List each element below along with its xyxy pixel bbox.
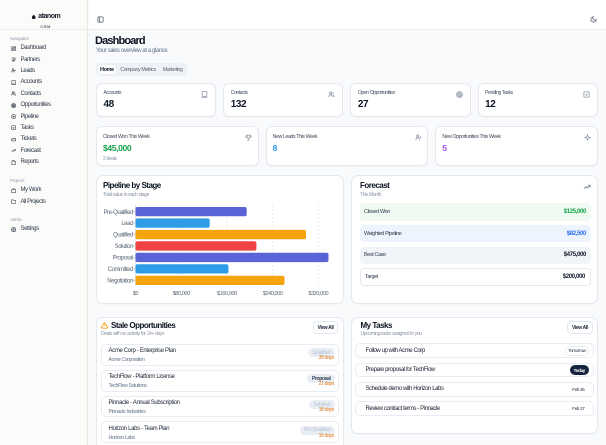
svg-text:Lead: Lead — [121, 221, 133, 227]
svg-text:Negotiation: Negotiation — [107, 279, 133, 285]
svg-text:$160,000: $160,000 — [217, 291, 237, 297]
svg-text:Solution: Solution — [115, 244, 133, 250]
svg-text:$0: $0 — [133, 291, 139, 297]
svg-text:Qualified: Qualified — [113, 233, 133, 239]
svg-text:$240,000: $240,000 — [263, 291, 283, 297]
svg-text:$320,000: $320,000 — [308, 291, 328, 297]
svg-text:Committed: Committed — [108, 267, 133, 273]
svg-text:Pre-Qualified: Pre-Qualified — [103, 210, 133, 216]
svg-text:$80,000: $80,000 — [173, 291, 190, 297]
svg-text:Proposal: Proposal — [113, 256, 133, 262]
